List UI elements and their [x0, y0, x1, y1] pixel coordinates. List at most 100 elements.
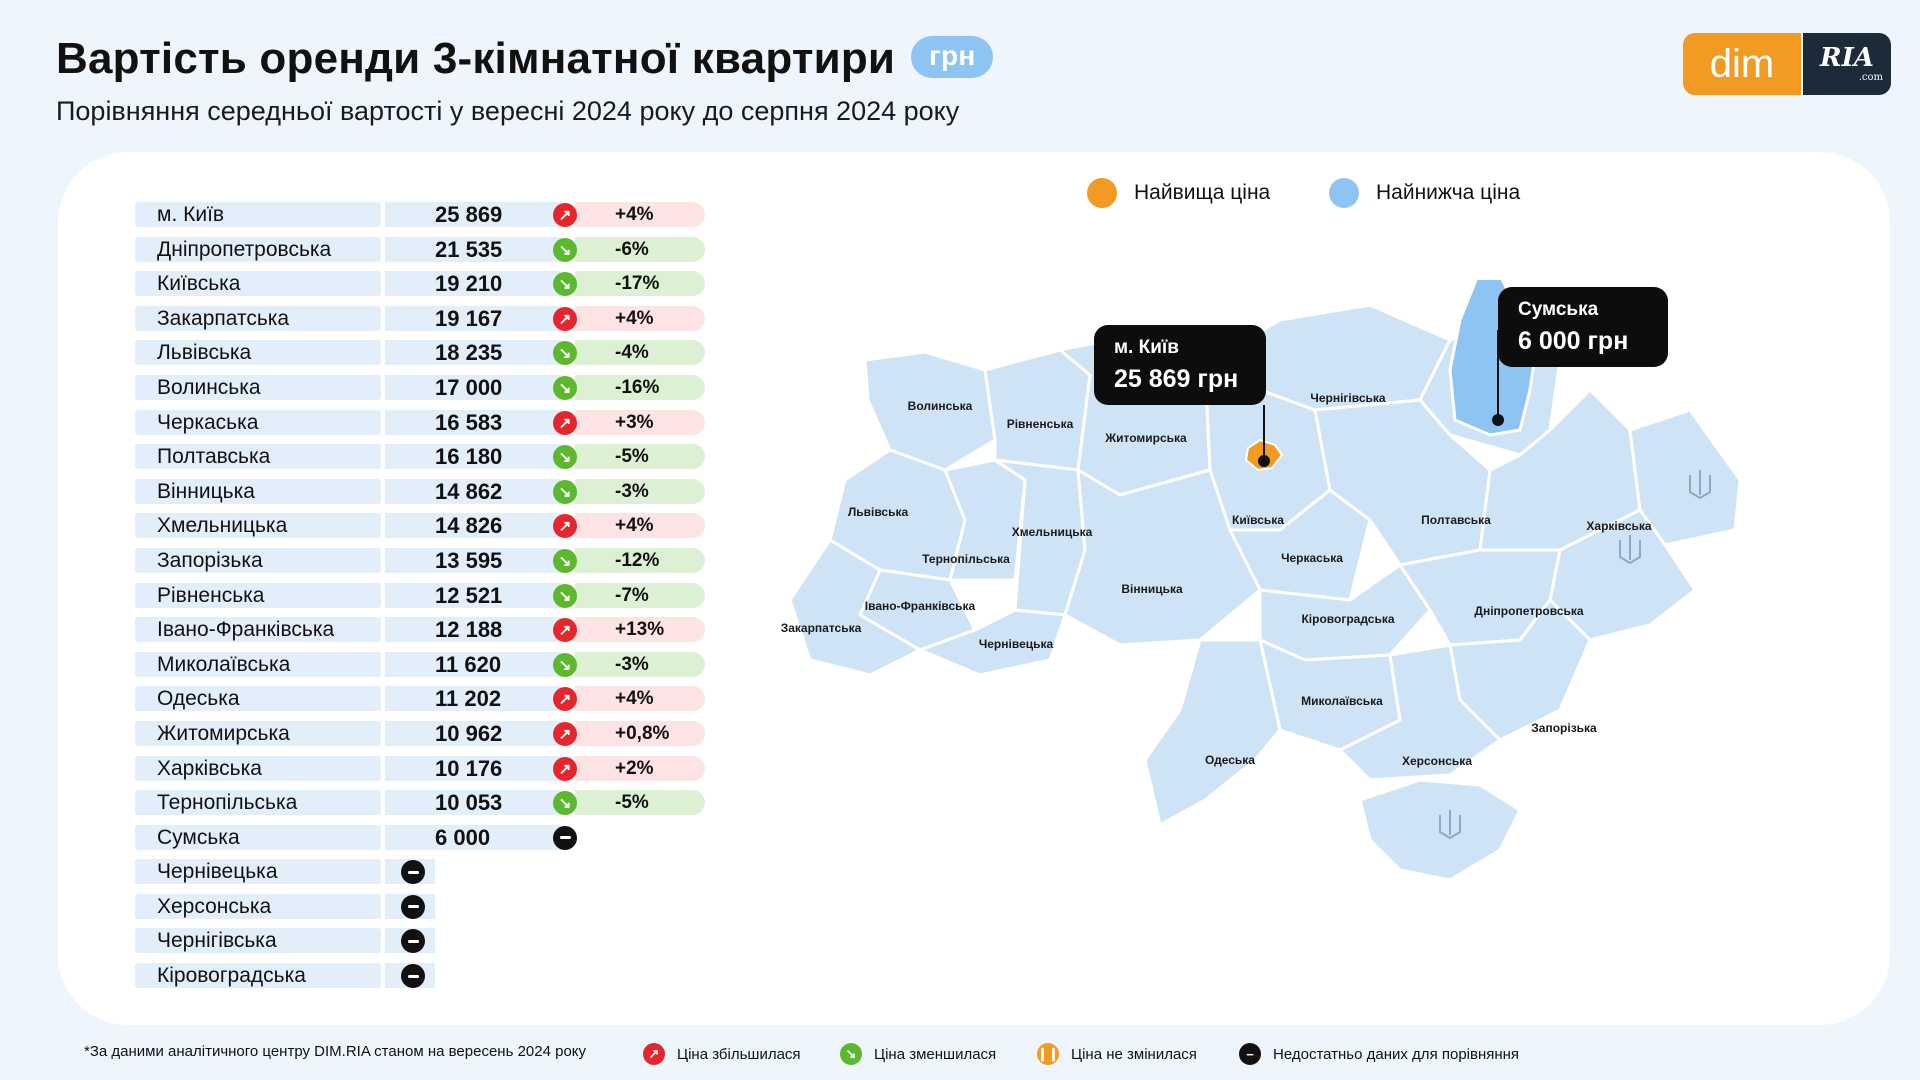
region-name: Рівненська: [135, 582, 381, 608]
map-label: Рівненська: [1007, 417, 1074, 431]
footer-legend-unchanged: ❙❙ Ціна не змінилася: [1037, 1043, 1197, 1065]
table-row: Миколаївська 11 620 -3% ↘: [135, 649, 705, 684]
legend-highest-label: Найвища ціна: [1134, 181, 1271, 204]
minus-icon: [401, 860, 425, 885]
page-title: Вартість оренди 3-кімнатної квартири грн: [56, 34, 994, 84]
price-value: 10 176: [385, 755, 561, 781]
change-value: -3%: [575, 478, 705, 504]
price-value: 14 862: [385, 478, 561, 504]
arrow-down-right-icon: ↘: [553, 341, 577, 366]
region-name: Миколаївська: [135, 651, 381, 677]
arrow-up-right-icon: ↗: [553, 756, 577, 781]
table-row: Запорізька 13 595 -12% ↘: [135, 545, 705, 580]
minus-icon: [401, 929, 425, 954]
footer-note: *За даними аналітичного центру DIM.RIA с…: [84, 1043, 587, 1060]
table-row: Рівненська 12 521 -7% ↘: [135, 580, 705, 615]
table-row: Житомирська 10 962 +0,8% ↗: [135, 718, 705, 753]
region-name: Одеська: [135, 686, 381, 712]
pause-icon: ❙❙: [1037, 1043, 1059, 1065]
callout-lowest-name: Сумська: [1518, 299, 1599, 320]
table-row: Чернівецька: [135, 856, 705, 891]
region-name: Чернігівська: [135, 928, 381, 954]
region-name: Херсонська: [135, 893, 381, 919]
callout-point-sumska: [1492, 414, 1504, 426]
legend-highest: Найвища ціна: [1087, 178, 1270, 208]
table-row: Харківська 10 176 +2% ↗: [135, 753, 705, 788]
price-value: 11 620: [385, 651, 561, 677]
change-value: -7%: [575, 582, 705, 608]
price-value: 16 180: [385, 444, 561, 470]
region-name: Чернівецька: [135, 859, 381, 885]
arrow-up-right-icon: ↗: [553, 203, 577, 227]
callout-highest: м. Київ 25 869 грн: [1094, 325, 1266, 405]
legend-lowest-dot: [1329, 178, 1359, 208]
map-label: Харківська: [1586, 519, 1651, 533]
map-label: Миколаївська: [1301, 694, 1383, 708]
minus-icon: [553, 825, 577, 850]
ukraine-map: Волинська Рівненська Житомирська Чернігі…: [781, 280, 1742, 882]
change-value: -16%: [575, 374, 705, 400]
price-value: 12 188: [385, 617, 561, 643]
footer-decrease-label: Ціна зменшилася: [874, 1045, 997, 1063]
map-label: Хмельницька: [1012, 525, 1093, 539]
table-row: Сумська 6 000: [135, 822, 705, 857]
arrow-up-right-icon: ↗: [553, 410, 577, 435]
map-label: Полтавська: [1421, 513, 1491, 527]
map-label: Чернівецька: [979, 637, 1054, 651]
change-value: +4%: [575, 202, 705, 227]
region-name: Волинська: [135, 374, 381, 400]
price-value: 17 000: [385, 374, 561, 400]
change-value: -17%: [575, 271, 705, 297]
region-name: Кіровоградська: [135, 963, 381, 989]
change-value: +4%: [575, 513, 705, 539]
price-value: 6 000: [385, 824, 561, 850]
change-value: +0,8%: [575, 720, 705, 746]
logo-ria: RIA .com: [1803, 33, 1891, 95]
change-value: -4%: [575, 340, 705, 366]
footer-legend-decrease: ↘ Ціна зменшилася: [840, 1043, 996, 1065]
region-name: Тернопільська: [135, 790, 381, 816]
region-name: Сумська: [135, 824, 381, 850]
legend-lowest: Найнижча ціна: [1329, 178, 1520, 208]
arrow-down-right-icon: ↘: [553, 548, 577, 573]
table-row: Львівська 18 235 -4% ↘: [135, 337, 705, 372]
arrow-down-right-icon: ↘: [553, 237, 577, 262]
table-row: Херсонська: [135, 891, 705, 926]
price-value: 10 962: [385, 720, 561, 746]
region-name: Полтавська: [135, 444, 381, 470]
price-table: м. Київ 25 869 +4% ↗ Дніпропетровська 21 535-…: [135, 199, 705, 995]
map-labels: Волинська Рівненська Житомирська Чернігі…: [781, 391, 1652, 768]
callout-highest-value: 25 869 грн: [1114, 365, 1239, 393]
region-name: Київська: [135, 271, 381, 297]
footer-unchanged-label: Ціна не змінилася: [1071, 1045, 1197, 1063]
region-vinnytska: [1063, 468, 1262, 647]
logo-dim: dim: [1683, 33, 1801, 95]
legend-lowest-label: Найнижча ціна: [1376, 181, 1521, 204]
region-name: Хмельницька: [135, 513, 381, 539]
change-value: -5%: [575, 790, 705, 816]
region-name: Івано-Франківська: [135, 617, 381, 643]
table-row: Полтавська 16 180 -5% ↘: [135, 441, 705, 476]
region-name: м. Київ: [135, 202, 381, 227]
region-name: Харківська: [135, 755, 381, 781]
change-value: -12%: [575, 547, 705, 573]
region-volynska: [863, 350, 997, 472]
arrow-down-right-icon: ↘: [553, 445, 577, 470]
table-row: Волинська 17 000 -16% ↘: [135, 372, 705, 407]
unit-badge: грн: [911, 36, 994, 79]
map-label: Івано-Франківська: [865, 599, 976, 613]
arrow-down-right-icon: ↘: [553, 791, 577, 816]
region-name: Житомирська: [135, 720, 381, 746]
region-name: Запорізька: [135, 547, 381, 573]
footer-legend-nodata: − Недостатньо даних для порівняння: [1239, 1043, 1519, 1065]
table-row: Івано-Франківська 12 188 +13% ↗: [135, 614, 705, 649]
price-value: 10 053: [385, 790, 561, 816]
emblem-markers: [1439, 470, 1711, 840]
region-chernivetska: [918, 608, 1067, 677]
region-zakarpatska: [788, 538, 922, 677]
arrow-down-right-icon: ↘: [553, 479, 577, 504]
arrow-down-right-icon: ↘: [553, 583, 577, 608]
change-value: +3%: [575, 409, 705, 435]
table-row: Дніпропетровська 21 535 -6% ↘: [135, 234, 705, 269]
arrow-down-right-icon: ↘: [840, 1043, 862, 1065]
